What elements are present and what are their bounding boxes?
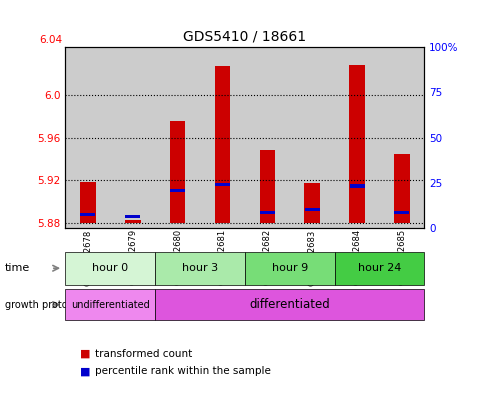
Bar bbox=[80, 182, 95, 222]
Bar bbox=[304, 208, 319, 211]
Bar bbox=[125, 215, 140, 219]
Bar bbox=[169, 121, 185, 222]
Text: hour 0: hour 0 bbox=[92, 263, 128, 273]
Text: hour 3: hour 3 bbox=[182, 263, 218, 273]
Text: undifferentiated: undifferentiated bbox=[71, 299, 150, 310]
Bar bbox=[214, 66, 230, 222]
Bar bbox=[393, 154, 409, 222]
Text: percentile rank within the sample: percentile rank within the sample bbox=[94, 366, 270, 376]
Text: transformed count: transformed count bbox=[94, 349, 192, 359]
Bar bbox=[289, 47, 334, 228]
Bar bbox=[259, 150, 274, 222]
Text: 6.04: 6.04 bbox=[39, 35, 62, 45]
Text: time: time bbox=[5, 263, 30, 273]
Bar bbox=[393, 211, 408, 214]
Bar bbox=[349, 184, 364, 187]
Bar bbox=[334, 47, 378, 228]
Bar bbox=[259, 211, 274, 214]
Bar bbox=[214, 183, 229, 186]
Text: growth protocol: growth protocol bbox=[5, 299, 81, 310]
Text: hour 24: hour 24 bbox=[357, 263, 400, 273]
Text: hour 9: hour 9 bbox=[271, 263, 307, 273]
Bar bbox=[125, 220, 140, 222]
Text: ■: ■ bbox=[80, 349, 91, 359]
Text: differentiated: differentiated bbox=[249, 298, 330, 311]
Text: ■: ■ bbox=[80, 366, 91, 376]
Bar bbox=[65, 47, 110, 228]
Bar bbox=[170, 189, 185, 192]
Bar bbox=[244, 47, 289, 228]
Bar bbox=[199, 47, 244, 228]
Bar bbox=[304, 183, 319, 222]
Bar bbox=[155, 47, 199, 228]
Title: GDS5410 / 18661: GDS5410 / 18661 bbox=[183, 29, 306, 43]
Bar bbox=[378, 47, 424, 228]
Bar bbox=[348, 65, 364, 222]
Bar bbox=[80, 213, 95, 216]
Bar bbox=[110, 47, 155, 228]
